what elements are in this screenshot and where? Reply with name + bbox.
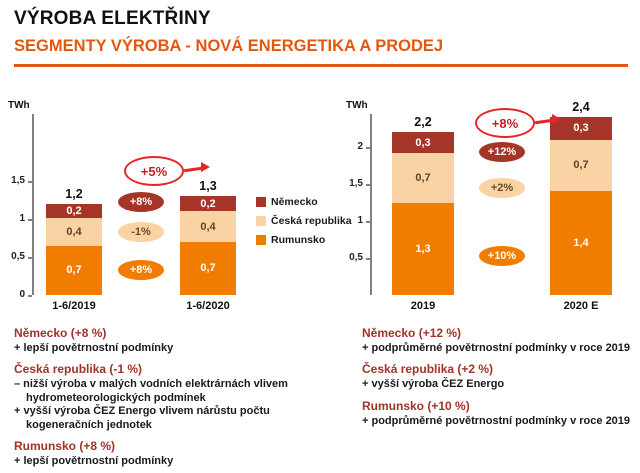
category-label: 2019 bbox=[410, 300, 436, 312]
y-axis-tick-label: 0,5 bbox=[11, 251, 25, 262]
bar-segment--esk-republika: 0,7 bbox=[392, 153, 454, 203]
y-axis-tick bbox=[366, 221, 370, 223]
y-axis bbox=[32, 114, 34, 295]
note-group-germany: Německo (+8 %) + lepší povětrnostní podm… bbox=[14, 326, 332, 355]
note-heading: Česká republika (-1 %) bbox=[14, 362, 143, 377]
category-label: 1-6/2019 bbox=[52, 300, 96, 312]
note-group-romania: Rumunsko (+8 %) + lepší povětrnostní pod… bbox=[14, 439, 332, 468]
stacked-bar: 0,3 0,7 1,3 2,2 bbox=[392, 115, 454, 295]
header-divider bbox=[14, 64, 628, 67]
total-change-label: +8% bbox=[491, 115, 519, 131]
total-change-label: +5% bbox=[140, 163, 168, 179]
y-axis-tick bbox=[366, 147, 370, 149]
annotation-arrow-head bbox=[201, 162, 210, 172]
germany-change-badge: +12% bbox=[479, 142, 525, 162]
y-axis-tick-label: 0,5 bbox=[349, 252, 363, 263]
notes-left: Německo (+8 %) + lepší povětrnostní podm… bbox=[14, 326, 332, 473]
annotation-arrow-line bbox=[183, 166, 203, 172]
bar-segment-rumunsko: 0,7 bbox=[46, 245, 102, 295]
legend-item-germany: Německo bbox=[256, 196, 352, 208]
y-axis-tick bbox=[28, 295, 32, 297]
romania-change-badge: +10% bbox=[479, 246, 525, 266]
romania-swatch-icon bbox=[256, 235, 266, 245]
note-group-romania: Rumunsko (+10 %) + podprůměrné povětrnos… bbox=[362, 399, 638, 428]
note-line: + vyšší výroba ČEZ Energo bbox=[362, 378, 505, 391]
czech-swatch-icon bbox=[256, 216, 266, 226]
axis-unit-label: TWh bbox=[8, 100, 30, 111]
total-change-annotation: +8% bbox=[475, 108, 561, 138]
note-line: + lepší povětrnostní podmínky bbox=[14, 455, 174, 468]
bar-total-label: 1,3 bbox=[199, 179, 217, 194]
note-heading: Německo (+12 %) bbox=[362, 326, 462, 340]
legend-label: Rumunsko bbox=[271, 234, 326, 246]
page-subtitle: SEGMENTY VÝROBA - NOVÁ ENERGETIKA A PROD… bbox=[14, 37, 444, 55]
legend-item-czech: Česká republika bbox=[256, 215, 352, 227]
czech-change-badge: -1% bbox=[118, 222, 164, 242]
legend: Německo Česká republika Rumunsko bbox=[256, 196, 352, 253]
note-heading: Česká republika (+2 %) bbox=[362, 362, 494, 377]
germany-change-badge: +8% bbox=[118, 192, 164, 212]
category-label: 1-6/2020 bbox=[186, 300, 230, 312]
note-heading: Rumunsko (+8 %) bbox=[14, 439, 116, 454]
y-axis-tick bbox=[366, 258, 370, 260]
chart-left-halfyear: +5% +8% -1% +8% TWh 0 0,5 1 1,5 0,2 0,4 0,7 1,2 1… bbox=[8, 100, 264, 320]
bar-segment-n-mecko: 0,3 bbox=[392, 132, 454, 154]
bar-segment--esk-republika: 0,4 bbox=[180, 211, 236, 242]
annotation-arrow-head bbox=[552, 114, 561, 124]
category-label: 2020 E bbox=[563, 300, 599, 312]
y-axis-tick-label: 2 bbox=[357, 141, 363, 152]
y-axis-tick bbox=[366, 184, 370, 186]
romania-change-badge: +8% bbox=[118, 260, 164, 280]
bar-segment--esk-republika: 0,7 bbox=[550, 139, 612, 192]
note-heading: Německo (+8 %) bbox=[14, 326, 107, 340]
bar-segment-rumunsko: 1,4 bbox=[550, 191, 612, 295]
note-group-germany: Německo (+12 %) + podprůměrné povětrnost… bbox=[362, 326, 638, 355]
bar-total-label: 2,4 bbox=[572, 100, 590, 115]
bar-segment-n-mecko: 0,2 bbox=[46, 203, 102, 218]
note-line: + podprůměrné povětrnostní podmínky v ro… bbox=[362, 342, 631, 354]
notes-right: Německo (+12 %) + podprůměrné povětrnost… bbox=[362, 326, 638, 435]
note-group-czech: Česká republika (+2 %) + vyšší výroba ČE… bbox=[362, 362, 638, 391]
stacked-bar: 0,3 0,7 1,4 2,4 bbox=[550, 100, 612, 295]
axis-unit-label: TWh bbox=[346, 100, 368, 111]
charts-area: +5% +8% -1% +8% TWh 0 0,5 1 1,5 0,2 0,4 0,7 1,2 1… bbox=[0, 96, 640, 328]
legend-label: Německo bbox=[271, 196, 318, 208]
y-axis bbox=[370, 114, 372, 295]
bar-total-label: 1,2 bbox=[65, 186, 83, 201]
czech-change-badge: +2% bbox=[479, 178, 525, 198]
total-change-annotation: +5% bbox=[124, 156, 210, 186]
y-axis-tick-label: 1 bbox=[357, 215, 363, 226]
note-line: + podprůměrné povětrnostní podmínky v ro… bbox=[362, 414, 631, 427]
bar-segment-rumunsko: 1,3 bbox=[392, 202, 454, 295]
bar-segment-rumunsko: 0,7 bbox=[180, 241, 236, 295]
germany-swatch-icon bbox=[256, 197, 266, 207]
y-axis-tick-label: 1,5 bbox=[11, 175, 25, 186]
note-line: + vyšší výroba ČEZ Energo vlivem nárůstu… bbox=[14, 405, 270, 431]
note-line: + lepší povětrnostní podmínky bbox=[14, 342, 174, 354]
y-axis-tick-label: 1,5 bbox=[349, 178, 363, 189]
bar-segment-n-mecko: 0,3 bbox=[550, 117, 612, 140]
note-heading: Rumunsko (+10 %) bbox=[362, 398, 470, 413]
chart-right-fullyear: +8% +12% +2% +10% TWh 0,5 1 1,5 2 0,3 0,7 1,3 2,… bbox=[346, 100, 640, 320]
note-group-czech: Česká republika (-1 %) – nižší výroba v … bbox=[14, 362, 332, 432]
stacked-bar: 0,2 0,4 0,7 1,3 bbox=[180, 179, 236, 295]
y-axis-tick bbox=[28, 257, 32, 259]
note-line: – nižší výroba v malých vodních elektrár… bbox=[14, 378, 288, 404]
legend-item-romania: Rumunsko bbox=[256, 234, 352, 246]
legend-label: Česká republika bbox=[271, 215, 352, 227]
page-title: VÝROBA ELEKTŘINY bbox=[14, 8, 211, 29]
bar-segment-n-mecko: 0,2 bbox=[180, 196, 236, 212]
y-axis-tick bbox=[28, 219, 32, 221]
y-axis-tick-label: 0 bbox=[19, 289, 25, 300]
y-axis-tick bbox=[28, 181, 32, 183]
y-axis-tick-label: 1 bbox=[19, 213, 25, 224]
bar-segment--esk-republika: 0,4 bbox=[46, 217, 102, 246]
stacked-bar: 0,2 0,4 0,7 1,2 bbox=[46, 187, 102, 295]
bar-total-label: 2,2 bbox=[414, 115, 432, 130]
